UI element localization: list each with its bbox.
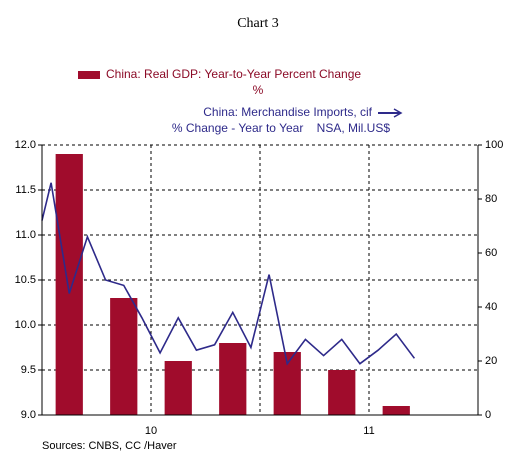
source: Sources: CNBS, CC /Haver bbox=[42, 440, 177, 452]
y2-tick-label: 20 bbox=[485, 355, 497, 367]
legend-swatch bbox=[78, 71, 100, 79]
y-tick-label: 9.0 bbox=[21, 409, 36, 421]
y-tick-label: 12.0 bbox=[15, 139, 36, 151]
y2-tick-label: 100 bbox=[485, 139, 503, 151]
bar bbox=[328, 370, 356, 415]
x-tick-label: 10 bbox=[145, 425, 157, 437]
y2-tick-label: 80 bbox=[485, 193, 497, 205]
y-tick-label: 10.0 bbox=[15, 319, 36, 331]
bar bbox=[382, 406, 410, 415]
y-tick-label: 10.5 bbox=[15, 274, 36, 286]
bar bbox=[110, 298, 138, 415]
chart-title: Chart 3 bbox=[237, 16, 279, 31]
y-tick-label: 9.5 bbox=[21, 364, 36, 376]
x-tick-label: 11 bbox=[363, 425, 374, 437]
legend-label: China: Real GDP: Year-to-Year Percent Ch… bbox=[106, 67, 361, 81]
y2-tick-label: 0 bbox=[485, 409, 491, 421]
legend-note: % Change - Year to Year NSA, Mil.US$ bbox=[172, 121, 390, 135]
bar bbox=[164, 361, 192, 415]
y2-tick-label: 60 bbox=[485, 247, 497, 259]
legend-label: China: Merchandise Imports, cif bbox=[203, 105, 372, 119]
line bbox=[41, 182, 416, 366]
y2-tick-label: 40 bbox=[485, 301, 497, 313]
bar bbox=[219, 343, 247, 415]
legend-note: % bbox=[253, 83, 264, 97]
y-tick-label: 11.0 bbox=[15, 229, 36, 241]
bar bbox=[55, 154, 83, 415]
y-tick-label: 11.5 bbox=[15, 184, 36, 196]
legend-arrow bbox=[378, 108, 403, 118]
